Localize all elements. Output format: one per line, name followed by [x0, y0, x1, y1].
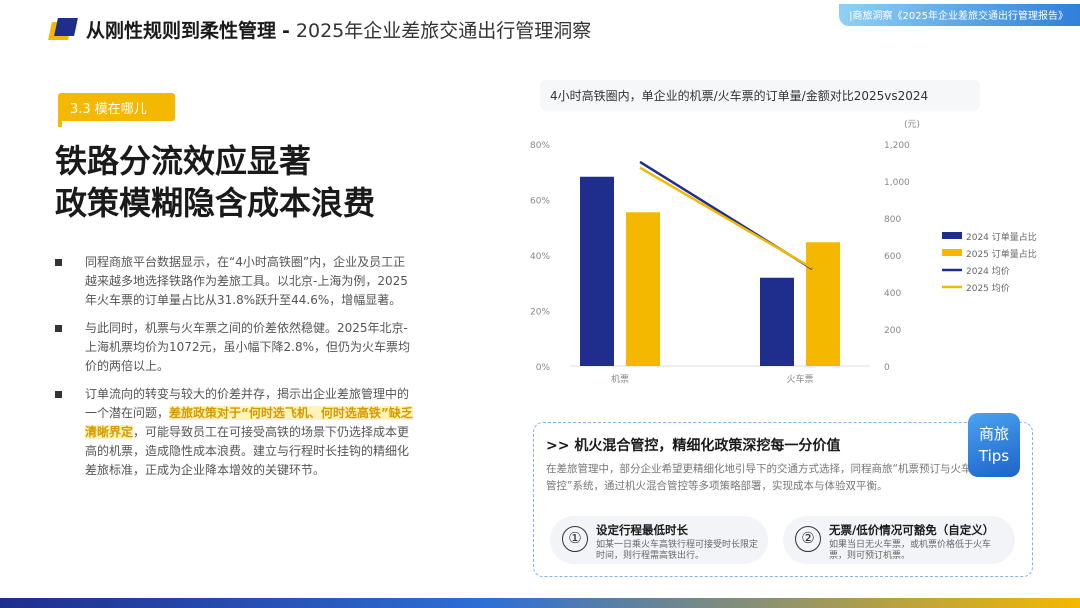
tip-item-text: 如果当日无火车票，或机票价格低于火车票，则可预订机票。	[829, 540, 992, 561]
y-right-tick-label: 1,000	[884, 178, 910, 188]
tip-item-title: 无票/低价情况可豁免（自定义）	[829, 523, 995, 537]
bullet-item: 同程商旅平台数据显示，在“4小时高铁圈”内，企业及员工正越来越多地选择铁路作为差…	[55, 253, 415, 310]
chart-title: 4小时高铁圈内，单企业的机票/火车票的订单量/金额对比2025vs2024	[540, 80, 980, 110]
page-header: 从刚性规则到柔性管理 -2025年企业差旅交通出行管理洞察 |商旅洞察《2025年…	[0, 0, 1080, 60]
legend-label: 2025 均价	[966, 282, 1010, 294]
bullet-text: 同程商旅平台数据显示，在“4小时高铁圈”内，企业及员工正越来越多地选择铁路作为差…	[85, 255, 408, 307]
bullet-square-icon	[55, 259, 62, 266]
y-left-tick-label: 40%	[530, 252, 550, 262]
chart-bar	[580, 176, 614, 366]
main-title-line2: 政策模糊隐含成本浪费	[55, 184, 376, 222]
bullet-text: 与此同时，机票与火车票之间的价差依然稳健。2025年北京-上海机票均价为1072…	[85, 321, 411, 373]
y-right-tick-label: 600	[884, 252, 901, 262]
x-category-label: 火车票	[786, 373, 813, 385]
chart-bar	[626, 212, 660, 366]
tip-item: ② 无票/低价情况可豁免（自定义） 如果当日无火车票，或机票价格低于火车票，则可…	[783, 516, 1015, 564]
main-title-line1: 铁路分流效应显著	[55, 142, 312, 180]
bullet-list: 同程商旅平台数据显示，在“4小时高铁圈”内，企业及员工正越来越多地选择铁路作为差…	[55, 253, 415, 489]
logo-icon	[48, 18, 78, 42]
main-title: 铁路分流效应显著 政策模糊隐含成本浪费	[55, 140, 375, 224]
y-right-tick-label: 400	[884, 289, 901, 299]
header-separator: -	[282, 20, 290, 42]
legend-label: 2025 订单量占比	[966, 248, 1037, 260]
bullet-square-icon	[55, 325, 62, 332]
tip-number-icon: ①	[562, 526, 588, 552]
footer-gradient-bar	[0, 598, 1080, 608]
y-right-tick-label: 1,200	[884, 141, 910, 151]
tips-badge: 商旅 Tips	[968, 413, 1020, 477]
y-left-tick-label: 60%	[530, 197, 550, 207]
header-title-bold: 从刚性规则到柔性管理	[86, 20, 277, 42]
chart-bar	[760, 277, 794, 366]
y-left-tick-label: 20%	[530, 308, 550, 318]
x-category-label: 机票	[611, 373, 629, 385]
tips-description: 在差旅管理中，部分企业希望更精细化地引导下的交通方式选择，同程商旅“机票预订与火…	[546, 463, 1014, 492]
chart-bar	[806, 242, 840, 366]
bullet-text-post: ，可能导致员工在可接受高铁的场景下仍选择成本更高的机票，造成隐性成本浪费。建立与…	[85, 425, 410, 477]
chart-line	[639, 166, 813, 270]
section-tag: 3.3 模在哪儿	[58, 93, 175, 127]
tips-badge-line1: 商旅	[978, 425, 1009, 443]
tips-badge-line2: Tips	[978, 447, 1010, 465]
tip-item-text: 如某一日乘火车高铁行程可接受时长限定时间，则行程需高铁出行。	[596, 540, 759, 561]
bullet-item: 订单流向的转变与较大的价差并存，揭示出企业差旅管理中的一个潜在问题，差旅政策对于…	[55, 385, 415, 480]
legend-swatch	[942, 232, 962, 239]
tip-item-title: 设定行程最低时长	[596, 523, 688, 537]
y-right-tick-label: 800	[884, 215, 901, 225]
bullet-text-pre: 订单流向的转变与较大的价差并存，揭示出企业差旅管理中的一个潜在问题，	[85, 387, 410, 420]
y-left-tick-label: 0%	[536, 363, 551, 373]
header-title-light: 2025年企业差旅交通出行管理洞察	[295, 20, 592, 42]
tip-number-icon: ②	[795, 526, 821, 552]
legend-swatch	[942, 249, 962, 256]
y-left-tick-label: 80%	[530, 141, 550, 151]
y-right-tick-label: 200	[884, 326, 901, 336]
bullet-square-icon	[55, 391, 62, 398]
combo-chart: 0% 20% 40% 60% 80% 0 200 400 600 800 1,000 1,200 (元)…	[530, 120, 1037, 385]
tips-heading: >> 机火混合管控，精细化政策深挖每一分价值	[546, 438, 841, 454]
bullet-item: 与此同时，机票与火车票之间的价差依然稳健。2025年北京-上海机票均价为1072…	[55, 319, 415, 376]
y-right-tick-label: 0	[884, 363, 890, 373]
header-title: 从刚性规则到柔性管理 -2025年企业差旅交通出行管理洞察	[86, 16, 591, 43]
legend-label: 2024 均价	[966, 265, 1010, 277]
tip-item: ① 设定行程最低时长 如某一日乘火车高铁行程可接受时长限定时间，则行程需高铁出行…	[550, 516, 768, 564]
y-right-unit-label: (元)	[904, 120, 920, 130]
legend-label: 2024 订单量占比	[966, 231, 1037, 243]
source-tag: |商旅洞察《2025年企业差旅交通出行管理报告》	[839, 4, 1080, 26]
